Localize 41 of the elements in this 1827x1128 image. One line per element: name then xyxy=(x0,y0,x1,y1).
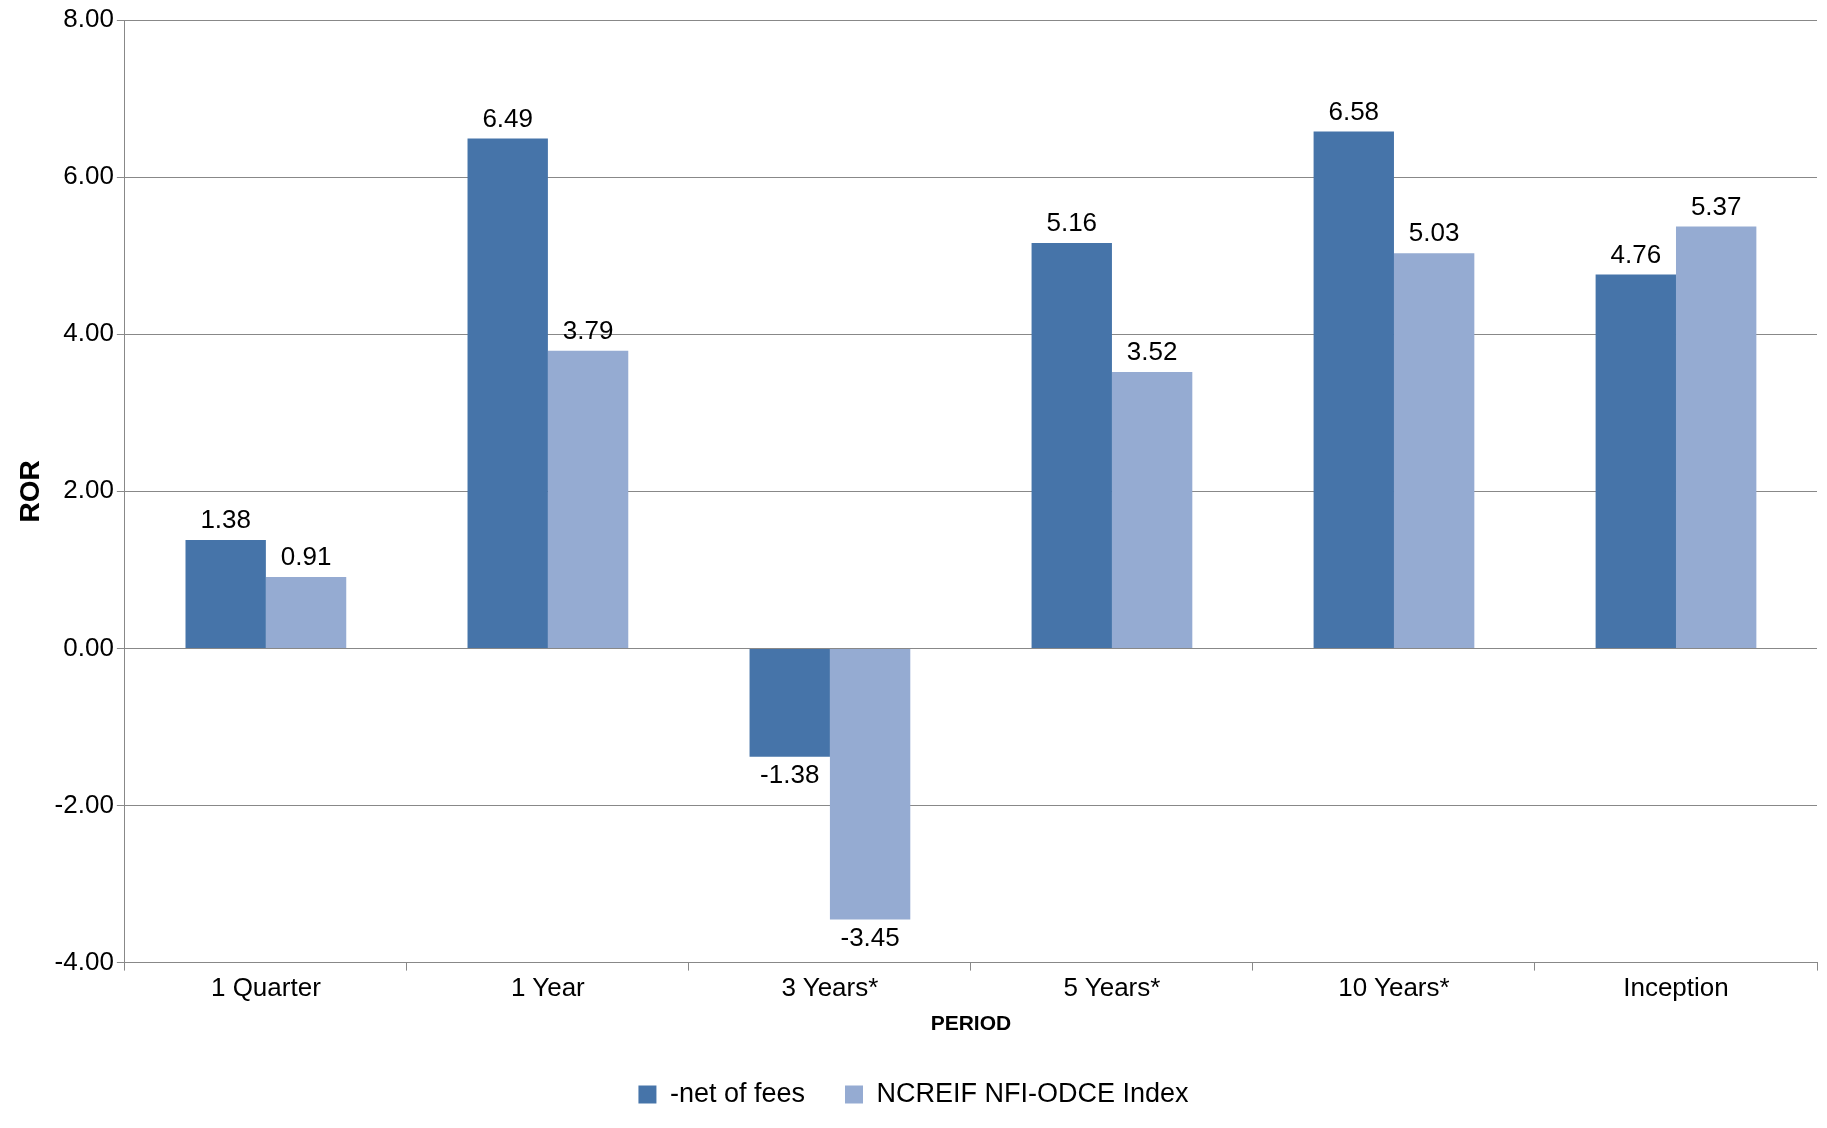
y-tick-label: 4.00 xyxy=(63,317,114,348)
x-tick-label: 10 Years* xyxy=(1338,972,1450,1003)
bar xyxy=(467,138,548,648)
y-tick-label: 2.00 xyxy=(63,474,114,505)
y-tick-label: -2.00 xyxy=(54,788,114,819)
bar xyxy=(265,576,347,648)
data-label: 3.79 xyxy=(562,314,614,345)
bar xyxy=(547,350,629,648)
y-tick-label: 0.00 xyxy=(63,631,114,662)
bar xyxy=(185,540,266,648)
bar xyxy=(1675,226,1757,648)
x-tick-label: 1 Year xyxy=(511,972,586,1003)
data-label: 4.76 xyxy=(1610,238,1662,269)
y-tick-label: 6.00 xyxy=(63,160,114,191)
x-tick-label: 3 Years* xyxy=(781,972,879,1003)
bar xyxy=(829,648,911,920)
data-label: 6.49 xyxy=(482,102,534,133)
data-label: -3.45 xyxy=(840,921,900,952)
data-label: -1.38 xyxy=(760,758,820,789)
data-label: 3.52 xyxy=(1126,336,1178,367)
data-label: 6.58 xyxy=(1328,95,1380,126)
y-axis-title: ROR xyxy=(13,460,45,523)
x-tick-label: Inception xyxy=(1623,972,1729,1003)
x-axis-title: PERIOD xyxy=(930,1011,1012,1035)
data-label: 5.03 xyxy=(1408,217,1460,248)
data-label: 5.37 xyxy=(1690,190,1742,221)
bar xyxy=(1111,371,1193,648)
bar xyxy=(1393,253,1475,648)
legend-label: -net of fees xyxy=(669,1077,806,1108)
data-label: 0.91 xyxy=(280,541,332,572)
bar xyxy=(1595,274,1676,648)
data-label: 1.38 xyxy=(200,504,251,535)
x-tick-label: 1 Quarter xyxy=(210,972,322,1003)
x-tick-label: 5 Years* xyxy=(1063,972,1161,1003)
y-tick-label: 8.00 xyxy=(63,3,114,34)
legend-label: NCREIF NFI-ODCE Index xyxy=(876,1077,1190,1108)
bar xyxy=(1313,131,1394,648)
data-label: 5.16 xyxy=(1046,207,1098,238)
bar xyxy=(749,648,830,757)
bar xyxy=(1031,243,1112,648)
y-tick-label: -4.00 xyxy=(54,945,114,976)
